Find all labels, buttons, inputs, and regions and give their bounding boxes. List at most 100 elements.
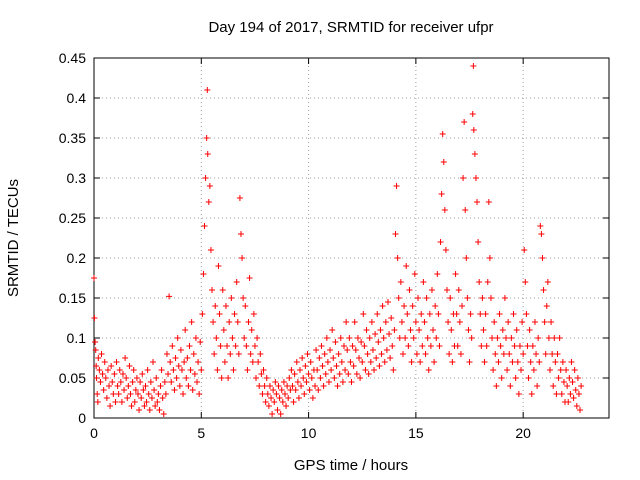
data-point (295, 395, 302, 401)
data-point (358, 339, 365, 345)
data-point (254, 335, 261, 341)
data-point (529, 343, 536, 349)
data-point (515, 391, 522, 397)
data-point (163, 351, 170, 357)
data-point (172, 355, 179, 361)
data-point (419, 343, 426, 349)
data-point (170, 367, 177, 373)
data-point (338, 359, 345, 365)
data-point (376, 363, 383, 369)
data-point (427, 343, 434, 349)
data-point (363, 327, 370, 333)
data-point (183, 375, 190, 381)
data-point (159, 395, 166, 401)
data-point (217, 343, 224, 349)
data-point (315, 387, 322, 393)
data-point (181, 359, 188, 365)
data-point (91, 315, 98, 321)
data-point (339, 379, 346, 385)
data-point (122, 355, 129, 361)
data-point (180, 391, 187, 397)
data-point (475, 239, 482, 245)
data-point (555, 375, 562, 381)
data-point (500, 351, 507, 357)
data-point (160, 411, 167, 417)
data-point (327, 347, 334, 353)
data-point (446, 351, 453, 357)
data-point (472, 175, 479, 181)
data-point (349, 343, 356, 349)
data-point (161, 379, 168, 385)
data-point (298, 383, 305, 389)
data-point (151, 387, 158, 393)
data-point (482, 311, 489, 317)
data-point (527, 359, 534, 365)
data-point (477, 311, 484, 317)
data-point (234, 319, 241, 325)
data-point (173, 375, 180, 381)
data-point (235, 351, 242, 357)
data-point (262, 399, 269, 405)
x-tick-label: 5 (197, 425, 205, 441)
data-point (375, 339, 382, 345)
data-point (231, 311, 238, 317)
data-point (360, 311, 367, 317)
data-point (165, 371, 172, 377)
data-point (476, 279, 483, 285)
data-point (364, 351, 371, 357)
data-point (406, 287, 413, 293)
data-point (323, 335, 330, 341)
data-point (335, 351, 342, 357)
data-point (153, 375, 160, 381)
data-point (396, 335, 403, 341)
data-point (177, 347, 184, 353)
y-tick-label: 0.05 (59, 370, 86, 386)
data-point (558, 391, 565, 397)
data-point (201, 223, 208, 229)
data-point (169, 343, 176, 349)
data-point (549, 351, 556, 357)
data-point (182, 327, 189, 333)
data-point (307, 359, 314, 365)
data-point (200, 271, 207, 277)
data-point (528, 391, 535, 397)
data-point (354, 335, 361, 341)
data-point (352, 347, 359, 353)
data-point (449, 359, 456, 365)
data-point (462, 207, 469, 213)
data-point (471, 151, 478, 157)
data-point (232, 343, 239, 349)
data-point (369, 347, 376, 353)
data-point (573, 403, 580, 409)
data-point (247, 351, 254, 357)
data-point (127, 391, 134, 397)
data-point (465, 327, 472, 333)
data-point (212, 303, 219, 309)
data-point (512, 375, 519, 381)
data-point (551, 335, 558, 341)
data-point (114, 383, 121, 389)
data-point (333, 363, 340, 369)
data-point (245, 319, 252, 325)
data-point (567, 391, 574, 397)
data-point (119, 371, 126, 377)
data-point (274, 407, 281, 413)
data-point (318, 343, 325, 349)
data-point (124, 395, 131, 401)
data-point (102, 375, 109, 381)
data-point (371, 367, 378, 373)
data-point (289, 383, 296, 389)
data-point (464, 295, 471, 301)
data-point (140, 387, 147, 393)
data-point (273, 391, 280, 397)
data-point (501, 295, 508, 301)
data-point (374, 311, 381, 317)
data-point (209, 287, 216, 293)
data-point (258, 371, 265, 377)
data-point (479, 295, 486, 301)
data-point (300, 375, 307, 381)
data-point (197, 339, 204, 345)
data-point (401, 303, 408, 309)
data-point (176, 383, 183, 389)
data-point (241, 335, 248, 341)
